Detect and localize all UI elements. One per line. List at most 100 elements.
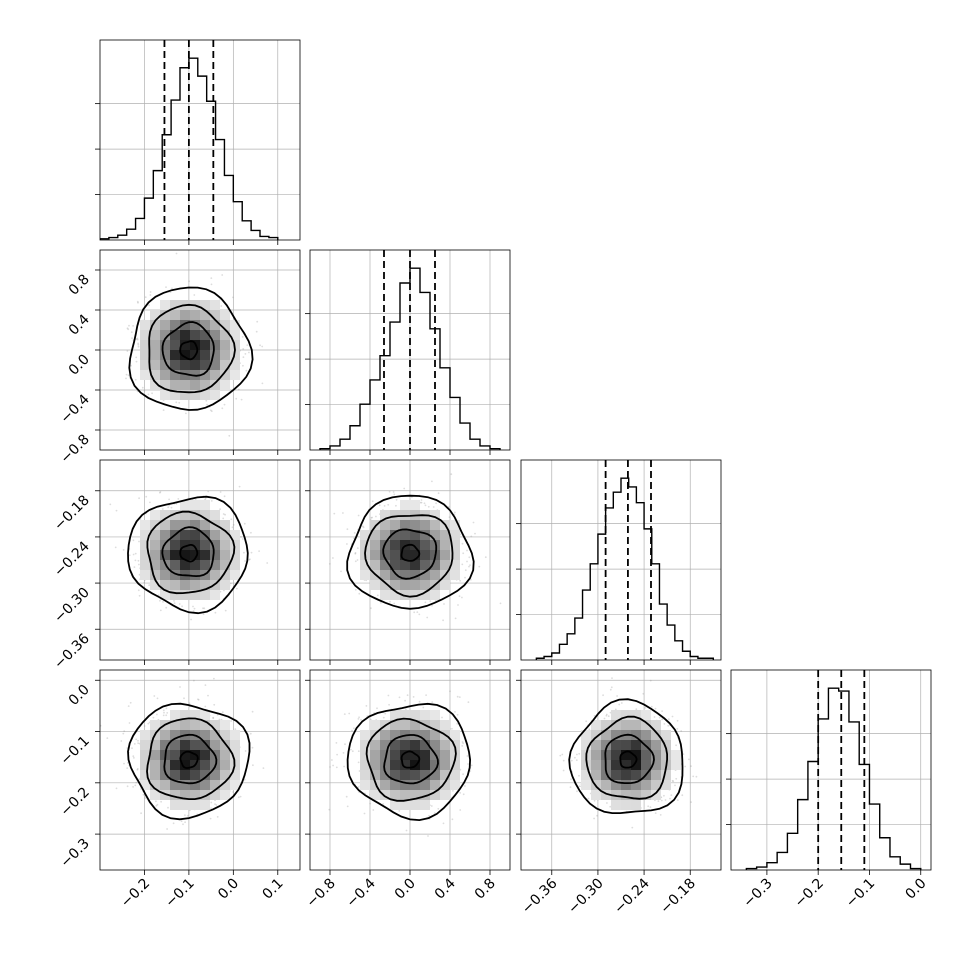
density-cell [200,350,210,360]
scatter-point [127,761,129,764]
scatter-point [188,702,191,704]
density-cell [150,720,160,730]
scatter-point [456,695,459,698]
density-cell [140,730,150,740]
scatter-point [478,565,481,568]
scatter-point [133,743,136,745]
scatter-point [431,701,434,703]
density-cell [430,510,440,520]
contour-line [604,733,655,784]
scatter-point [209,817,212,820]
scatter-point [135,738,138,741]
scatter-point [197,698,199,701]
scatter-point [395,504,397,507]
density-cell [400,500,410,510]
scatter-point [357,761,360,764]
scatter-point [690,801,692,803]
scatter-point [127,374,130,377]
density-cell [180,800,190,810]
tick-label: −0.30 [565,876,607,918]
contour-line [365,717,457,802]
scatter-point [184,814,186,816]
density-cell [190,510,200,520]
density-cell [631,760,641,770]
density-cell [641,780,651,790]
scatter-point [357,750,360,753]
density-cell [170,590,180,600]
scatter-point [147,722,150,725]
density-cell [170,750,180,760]
scatter-point [128,722,131,724]
density-cell [210,790,220,800]
scatter-point [128,324,130,327]
scatter-point [239,795,242,798]
density-cell [450,520,460,530]
scatter-point [241,538,244,540]
scatter-point [230,518,233,521]
density-cell [180,780,190,790]
scatter-point [459,792,462,794]
pair-content [521,670,721,870]
density-cell [190,550,200,560]
scatter-point [418,700,421,703]
density-cell [140,770,150,780]
scatter-point [165,606,168,609]
scatter-point [342,752,345,754]
density-cell [661,750,671,760]
scatter-point [135,781,138,784]
scatter-point [454,617,457,620]
scatter-point [188,280,191,283]
scatter-point [138,497,141,500]
scatter-point [114,546,117,549]
scatter-point [450,473,453,476]
histogram-series [535,477,715,660]
density-cell [591,730,601,740]
density-cell [200,740,210,750]
scatter-point [607,715,610,718]
density-cell [210,550,220,560]
scatter-point [109,503,112,506]
density-cell [631,710,641,720]
tick-label: 0.8 [472,876,499,903]
scatter-point [467,763,469,765]
scatter-point [388,490,391,493]
density-cell [601,720,611,730]
scatter-point [262,767,265,769]
scatter-point [424,601,427,604]
density-cell [160,580,170,590]
density-cell [230,330,240,340]
scatter-point [193,294,196,296]
scatter-point [333,512,336,515]
density-cell [430,590,440,600]
scatter-point [375,515,377,518]
scatter-point [232,524,235,526]
density-cell [440,760,450,770]
scatter-point [574,756,576,759]
density-cell [420,760,430,770]
scatter-point [370,607,372,610]
density-cell [210,780,220,790]
density-cell [180,500,190,510]
scatter-point [197,698,200,701]
density-cell [150,340,160,350]
density-cell [440,740,450,750]
scatter-point [658,716,661,719]
contour-line [619,750,638,769]
scatter-point [429,600,432,602]
scatter-point [398,810,401,812]
scatter-point [234,728,237,730]
scatter-point [650,705,653,708]
density-cell [400,510,410,520]
density-cell [440,530,450,540]
scatter-point [331,759,333,761]
scatter-point [218,718,221,721]
scatter-point [179,686,181,688]
density-cell [420,590,430,600]
scatter-point [350,748,352,751]
density-cell [170,380,180,390]
scatter-point [128,554,131,557]
scatter-point [205,399,208,402]
density-cell [140,530,150,540]
density-cell [220,520,230,530]
density-cell [641,760,651,770]
